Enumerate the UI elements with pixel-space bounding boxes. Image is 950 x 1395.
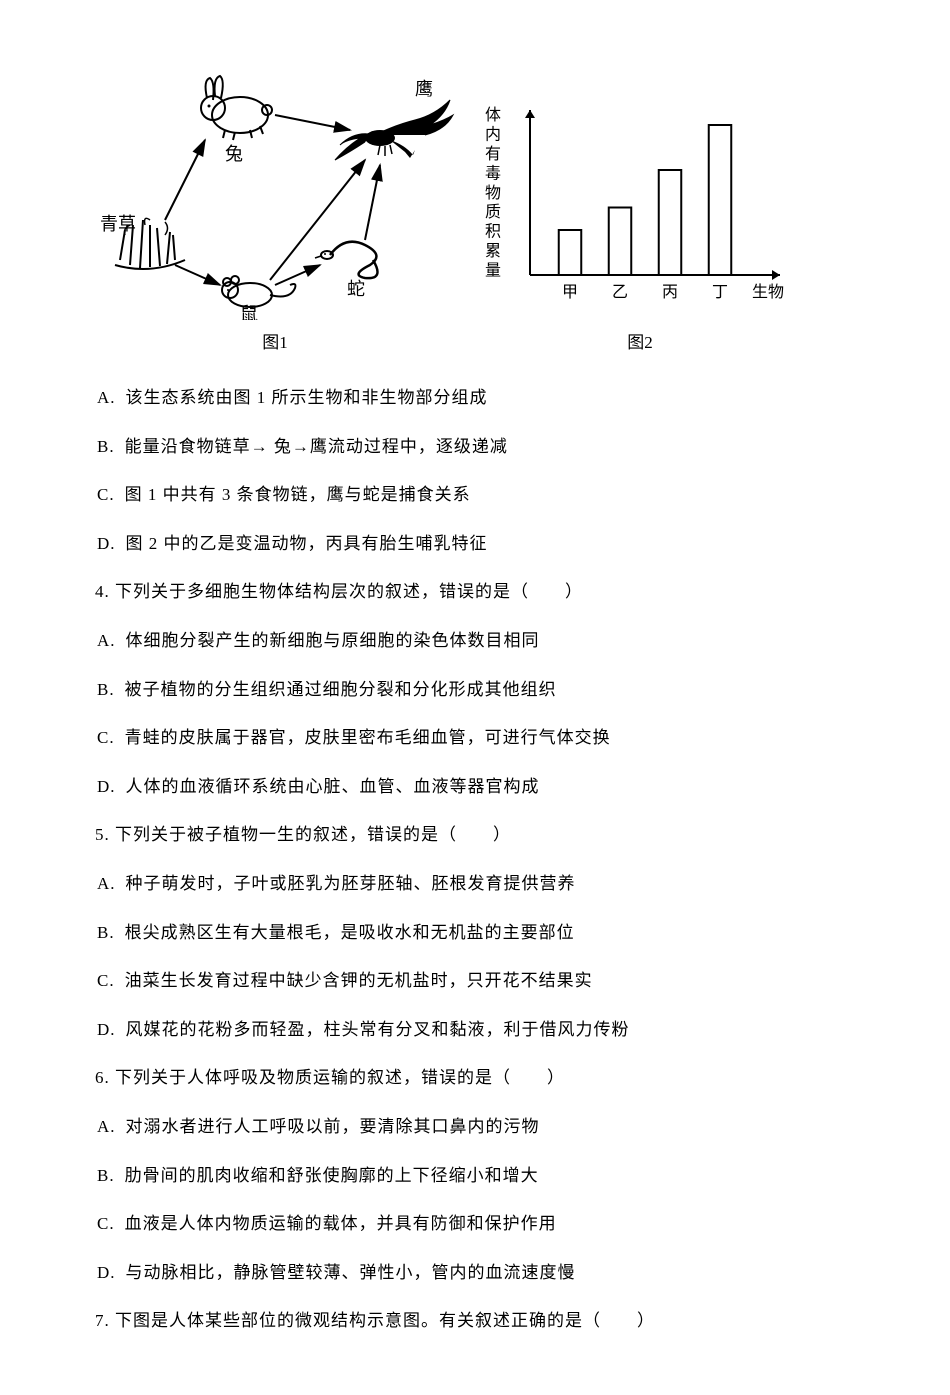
q5-option-D: D. 风媒花的花粉多而轻盈，柱头常有分叉和黏液，利于借风力传粉	[95, 1015, 855, 1046]
y-axis-char: 内	[485, 125, 501, 143]
mouse-label: 鼠	[240, 304, 258, 320]
q3-option-B: B. 能量沿食物链草→ 兔→鹰流动过程中，逐级递减	[95, 432, 855, 463]
option-letter: B.	[97, 923, 115, 942]
bar-label: 丙	[662, 284, 678, 301]
q3-option-A: A. 该生态系统由图 1 所示生物和非生物部分组成	[95, 383, 855, 414]
x-axis-end-label: 生物	[752, 283, 784, 301]
snake-label: 蛇	[347, 279, 365, 299]
q5-option-B: B. 根尖成熟区生有大量根毛，是吸收水和无机盐的主要部位	[95, 918, 855, 949]
q5-option-A: A. 种子萌发时，子叶或胚乳为胚芽胚轴、胚根发育提供营养	[95, 869, 855, 900]
option-text: 油菜生长发育过程中缺少含钾的无机盐时，只开花不结果实	[125, 971, 593, 990]
option-text: 图 1 中共有 3 条食物链，鹰与蛇是捕食关系	[125, 485, 471, 504]
option-letter: D.	[97, 1263, 116, 1282]
arrow-rabbit-eagle	[275, 115, 350, 130]
q7-stem: 7. 下图是人体某些部位的微观结构示意图。有关叙述正确的是（ ）	[95, 1306, 855, 1337]
y-axis-char: 有	[485, 145, 501, 163]
figure-1: 青草 兔 鼠	[95, 60, 455, 353]
option-text: 体细胞分裂产生的新细胞与原细胞的染色体数目相同	[126, 631, 540, 650]
q6-option-D: D. 与动脉相比，静脉管壁较薄、弹性小，管内的血流速度慢	[95, 1258, 855, 1289]
option-text: 能量沿食物链草→ 兔→鹰流动过程中，逐级递减	[125, 437, 508, 456]
bar-label: 乙	[612, 284, 628, 301]
option-letter: A.	[97, 1117, 116, 1136]
option-letter: D.	[97, 1020, 116, 1039]
bar-label: 丁	[712, 284, 728, 301]
q6-option-B: B. 肋骨间的肌肉收缩和舒张使胸廓的上下径缩小和增大	[95, 1161, 855, 1192]
arrow-snake-eagle	[365, 165, 380, 240]
option-text: 青蛙的皮肤属于器官，皮肤里密布毛细血管，可进行气体交换	[125, 728, 611, 747]
option-letter: B.	[97, 1166, 115, 1185]
bar-label: 甲	[562, 284, 578, 301]
eagle-label: 鹰	[415, 79, 433, 99]
q4-option-B: B. 被子植物的分生组织通过细胞分裂和分化形成其他组织	[95, 675, 855, 706]
figure-1-caption: 图1	[262, 328, 288, 353]
q6-options: A. 对溺水者进行人工呼吸以前，要清除其口鼻内的污物 B. 肋骨间的肌肉收缩和舒张使胸…	[95, 1112, 855, 1288]
option-letter: C.	[97, 728, 115, 747]
y-axis-char: 物	[485, 184, 501, 202]
arrow-grass-mouse	[175, 265, 220, 285]
y-axis-char: 量	[485, 263, 501, 280]
bar-甲	[559, 230, 582, 275]
snake-drawing	[315, 242, 378, 279]
option-text: 种子萌发时，子叶或胚乳为胚芽胚轴、胚根发育提供营养	[126, 874, 576, 893]
grass-label: 青草	[100, 214, 136, 234]
option-letter: A.	[97, 631, 116, 650]
q4-options: A. 体细胞分裂产生的新细胞与原细胞的染色体数目相同 B. 被子植物的分生组织通过细胞…	[95, 626, 855, 802]
q6-option-A: A. 对溺水者进行人工呼吸以前，要清除其口鼻内的污物	[95, 1112, 855, 1143]
option-text: 血液是人体内物质运输的载体，并具有防御和保护作用	[125, 1214, 557, 1233]
option-text: 对溺水者进行人工呼吸以前，要清除其口鼻内的污物	[126, 1117, 540, 1136]
q5-option-C: C. 油菜生长发育过程中缺少含钾的无机盐时，只开花不结果实	[95, 966, 855, 997]
option-letter: C.	[97, 485, 115, 504]
q3-option-D: D. 图 2 中的乙是变温动物，丙具有胎生哺乳特征	[95, 529, 855, 560]
rabbit-drawing	[201, 76, 272, 140]
rabbit-label: 兔	[225, 144, 243, 164]
option-letter: C.	[97, 1214, 115, 1233]
y-axis-char: 毒	[485, 164, 501, 182]
option-text: 图 2 中的乙是变温动物，丙具有胎生哺乳特征	[126, 534, 488, 553]
option-text: 肋骨间的肌肉收缩和舒张使胸廓的上下径缩小和增大	[125, 1166, 539, 1185]
option-text: 被子植物的分生组织通过细胞分裂和分化形成其他组织	[125, 680, 557, 699]
option-text: 与动脉相比，静脉管壁较薄、弹性小，管内的血流速度慢	[126, 1263, 576, 1282]
q3-options: A. 该生态系统由图 1 所示生物和非生物部分组成 B. 能量沿食物链草→ 兔→鹰流动…	[95, 383, 855, 559]
x-axis-arrow	[772, 270, 780, 280]
arrow-grass-rabbit	[165, 140, 205, 220]
option-letter: B.	[97, 437, 115, 456]
figures-row: 青草 兔 鼠	[95, 60, 855, 353]
q6-option-C: C. 血液是人体内物质运输的载体，并具有防御和保护作用	[95, 1209, 855, 1240]
option-text: 根尖成熟区生有大量根毛，是吸收水和无机盐的主要部位	[125, 923, 575, 942]
q4-option-A: A. 体细胞分裂产生的新细胞与原细胞的染色体数目相同	[95, 626, 855, 657]
y-axis-char: 质	[485, 203, 501, 221]
q3-option-C: C. 图 1 中共有 3 条食物链，鹰与蛇是捕食关系	[95, 480, 855, 511]
option-letter: D.	[97, 534, 116, 553]
q5-stem: 5. 下列关于被子植物一生的叙述，错误的是（ ）	[95, 820, 855, 851]
q6-stem: 6. 下列关于人体呼吸及物质运输的叙述，错误的是（ ）	[95, 1063, 855, 1094]
q4-option-C: C. 青蛙的皮肤属于器官，皮肤里密布毛细血管，可进行气体交换	[95, 723, 855, 754]
y-axis-char: 累	[485, 243, 501, 260]
bar-丙	[659, 170, 682, 275]
q4-option-D: D. 人体的血液循环系统由心脏、血管、血液等器官构成	[95, 772, 855, 803]
option-text: 风媒花的花粉多而轻盈，柱头常有分叉和黏液，利于借风力传粉	[126, 1020, 630, 1039]
figure-2: 体内有毒物质积累量甲 乙 丙 丁 生物 图2	[475, 90, 805, 353]
bar-丁	[709, 125, 732, 275]
arrow-mouse-snake	[275, 265, 320, 285]
y-axis-arrow	[525, 110, 535, 118]
q4-stem: 4. 下列关于多细胞生物体结构层次的叙述，错误的是（ ）	[95, 577, 855, 608]
eagle-drawing	[335, 100, 453, 160]
option-text: 该生态系统由图 1 所示生物和非生物部分组成	[126, 388, 488, 407]
bar-乙	[609, 208, 632, 276]
food-web-svg: 青草 兔 鼠	[95, 60, 455, 320]
y-axis-char: 体	[485, 106, 501, 124]
option-letter: D.	[97, 777, 116, 796]
y-axis-char: 积	[485, 223, 501, 241]
bar-chart-svg: 体内有毒物质积累量甲 乙 丙 丁 生物	[475, 90, 805, 320]
q5-options: A. 种子萌发时，子叶或胚乳为胚芽胚轴、胚根发育提供营养 B. 根尖成熟区生有大量根毛…	[95, 869, 855, 1045]
option-text: 人体的血液循环系统由心脏、血管、血液等器官构成	[126, 777, 540, 796]
option-letter: C.	[97, 971, 115, 990]
option-letter: A.	[97, 388, 116, 407]
arrow-mouse-eagle	[270, 160, 365, 280]
option-letter: B.	[97, 680, 115, 699]
figure-2-caption: 图2	[627, 328, 653, 353]
option-letter: A.	[97, 874, 116, 893]
